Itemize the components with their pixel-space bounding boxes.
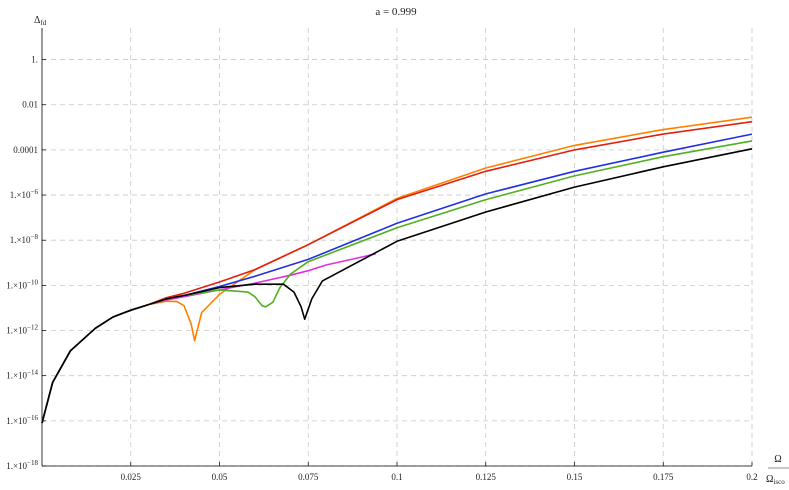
y-tick-label-exponent: −16 xyxy=(27,414,38,422)
y-tick-label-base: 1.×10 xyxy=(6,461,27,471)
y-tick-label: 1.×10−8 xyxy=(10,233,39,245)
y-tick-label-base: 1.×10 xyxy=(6,326,27,336)
y-tick-label-exponent: −6 xyxy=(31,188,39,196)
y-tick-label-base: 1.×10 xyxy=(6,416,27,426)
y-tick-label-base: 1.×10 xyxy=(6,371,27,381)
y-tick-label: 1.×10−10 xyxy=(6,278,38,290)
y-tick-label: 1.×10−12 xyxy=(6,324,38,336)
y-tick-label-base: 1. xyxy=(31,55,38,65)
y-tick-label: 0.0001 xyxy=(13,145,38,155)
y-tick-label-exponent: −10 xyxy=(27,278,38,286)
y-tick-label: 0.01 xyxy=(22,100,38,110)
x-tick-label: 0.125 xyxy=(476,472,497,482)
series-line-6 xyxy=(41,148,753,424)
y-tick-label: 1.×10−18 xyxy=(6,459,38,471)
y-tick-label: 1.×10−6 xyxy=(10,188,39,200)
y-tick-label: 1. xyxy=(31,55,38,65)
y-tick-label-base: 1.×10 xyxy=(10,190,31,200)
y-tick-label-exponent: −12 xyxy=(27,324,38,332)
y-tick-label-base: 1.×10 xyxy=(10,235,31,245)
chart-title: a = 0.999 xyxy=(375,6,417,18)
x-tick-label: 0.2 xyxy=(746,472,757,482)
x-tick-label: 0.075 xyxy=(298,472,319,482)
x-tick-label: 0.025 xyxy=(121,472,142,482)
y-tick-label: 1.×10−16 xyxy=(6,414,38,426)
x-tick-label: 0.15 xyxy=(567,472,583,482)
y-tick-label: 1.×10−14 xyxy=(6,369,38,381)
grid xyxy=(42,28,753,467)
y-tick-label-base: 0.0001 xyxy=(13,145,38,155)
x-tick-label: 0.05 xyxy=(212,472,228,482)
x-axis-label-numerator: Ω xyxy=(774,454,781,465)
y-tick-label-base: 1.×10 xyxy=(6,280,27,290)
x-tick-label: 0.175 xyxy=(653,472,674,482)
x-axis-label-denominator: Ωisco xyxy=(766,474,785,486)
x-ticks: 0.025 0.05 0.075 0.1 0.125 0.15 0.175 0.2 xyxy=(121,462,758,482)
series-group xyxy=(41,116,753,424)
y-axis-label: Δfd xyxy=(34,15,47,27)
y-tick-label-exponent: −8 xyxy=(31,233,39,241)
y-ticks: 1.0.010.00011.×10−61.×10−81.×10−101.×10−… xyxy=(6,55,46,471)
y-tick-label-exponent: −14 xyxy=(27,369,38,377)
y-tick-label-exponent: −18 xyxy=(27,459,38,467)
y-tick-label-base: 0.01 xyxy=(22,100,38,110)
x-tick-label: 0.1 xyxy=(391,472,402,482)
